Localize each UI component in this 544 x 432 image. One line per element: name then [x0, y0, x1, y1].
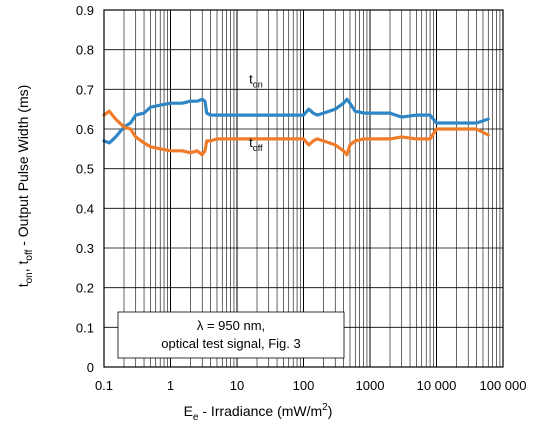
- y-tick-label: 0.4: [76, 201, 94, 216]
- annotation-box: λ = 950 nm, optical test signal, Fig. 3: [117, 311, 345, 359]
- x-tick-label: 10 000: [417, 378, 457, 393]
- y-tick-label: 0.9: [76, 3, 94, 18]
- plot-frame: [103, 9, 504, 368]
- series-labels: ton toff: [249, 71, 263, 152]
- y-tick-label: 0.6: [76, 122, 94, 137]
- y-tick-label: 0.3: [76, 241, 94, 256]
- y-tick-label: 0.1: [76, 320, 94, 335]
- x-tick-label: 100 000: [480, 378, 527, 393]
- x-tick-label: 100: [293, 378, 315, 393]
- x-axis-label: Ee - Irradiance (mW/m2): [184, 402, 333, 423]
- annotation-line-2: optical test signal, Fig. 3: [161, 336, 300, 351]
- x-tick-label: 1000: [356, 378, 385, 393]
- y-tick-label: 0: [87, 360, 94, 375]
- series-lines: [102, 97, 490, 157]
- series-line-on: [102, 97, 490, 145]
- y-axis-label: ton, toff - Output Pulse Width (ms): [15, 85, 35, 288]
- y-tick-label: 0.2: [76, 281, 94, 296]
- y-tick-label: 0.7: [76, 82, 94, 97]
- annotation-frame: [117, 311, 345, 359]
- x-tick-label: 1: [167, 378, 174, 393]
- grid: [103, 9, 504, 368]
- series-label-on: ton: [249, 71, 263, 89]
- y-tick-label: 0.5: [76, 162, 94, 177]
- annotation-line-1: λ = 950 nm,: [197, 318, 265, 333]
- y-tick-labels: 0 0.1 0.2 0.3 0.4 0.5 0.6 0.7 0.8 0.9: [76, 3, 94, 375]
- x-tick-label: 10: [230, 378, 244, 393]
- x-tick-label: 0.1: [95, 378, 113, 393]
- series-line-off: [102, 109, 490, 157]
- series-label-off: toff: [249, 135, 263, 153]
- x-tick-labels: 0.1 1 10 100 1000 10 000 100 000: [95, 378, 527, 393]
- y-tick-label: 0.8: [76, 43, 94, 58]
